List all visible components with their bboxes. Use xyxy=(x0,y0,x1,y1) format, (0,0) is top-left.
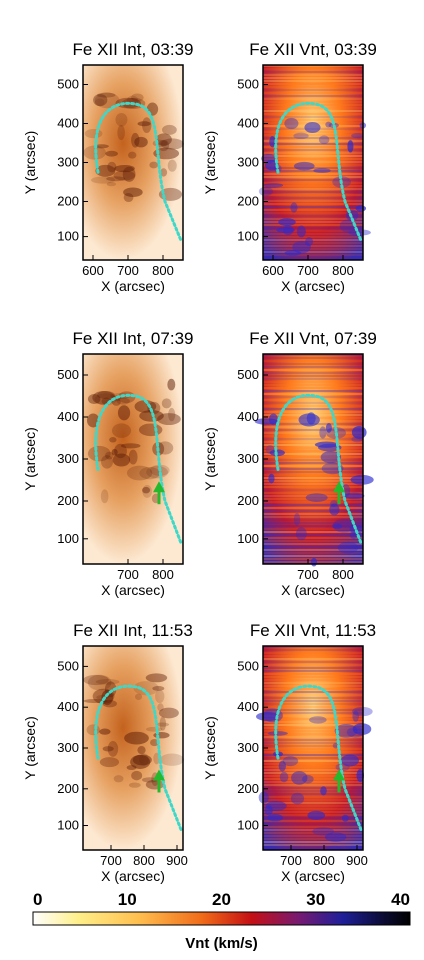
panel-4: Fe XII Vnt, 07:39 500 400 300 200 100 700 800X … xyxy=(202,329,377,598)
loop-overlay xyxy=(94,684,183,832)
y-tick-label: 100 xyxy=(57,818,79,833)
y-tick-label: 200 xyxy=(237,194,259,209)
y-tick-label: 500 xyxy=(57,658,79,673)
loop-overlay xyxy=(274,684,363,832)
x-tick-label: 900 xyxy=(166,853,188,868)
colorbar-tick-label: 40 xyxy=(391,890,410,909)
y-tick-label: 100 xyxy=(57,531,79,546)
panel-title: Fe XII Int, 11:53 xyxy=(73,621,193,640)
x-axis-label: X (arcsec) xyxy=(101,868,165,884)
colorbar-tick-label: 20 xyxy=(212,890,231,909)
map-texture xyxy=(255,646,373,851)
y-tick-label: 500 xyxy=(57,367,79,382)
loop-overlay xyxy=(274,101,363,242)
y-tick-label: 200 xyxy=(57,493,79,508)
x-tick-label: 700 xyxy=(280,853,302,868)
colorbar: 0 10 20 30 40 Vnt (km/s) xyxy=(32,890,411,952)
y-axis-label: Y (arcsec) xyxy=(22,131,38,195)
loop-overlay xyxy=(274,393,363,545)
panel-title: Fe XII Vnt, 11:53 xyxy=(250,621,376,640)
x-tick-label: 800 xyxy=(332,263,354,278)
panel-3: Fe XII Int, 07:39 500 400 300 200 100 700 800X … xyxy=(22,329,193,598)
y-tick-label: 200 xyxy=(237,493,259,508)
x-tick-label: 900 xyxy=(346,853,368,868)
x-axis-label: X (arcsec) xyxy=(281,582,345,598)
panel-1: Fe XII Int, 03:39 500 400 300 200 100 600 700 80… xyxy=(22,40,193,294)
y-tick-label: 400 xyxy=(57,116,79,131)
y-tick-label: 400 xyxy=(57,409,79,424)
panel-2: Fe XII Vnt, 03:39 500 400 300 200 100 600 700 80… xyxy=(202,40,377,294)
y-tick-label: 500 xyxy=(57,77,79,92)
y-tick-label: 200 xyxy=(237,781,259,796)
vnt-map xyxy=(263,65,363,260)
arrow-icon xyxy=(153,481,165,505)
loop-overlay xyxy=(94,101,183,242)
colorbar-tick-label: 0 xyxy=(33,890,42,909)
y-tick-label: 100 xyxy=(237,229,259,244)
y-tick-label: 400 xyxy=(237,116,259,131)
y-axis-label: Y (arcsec) xyxy=(22,427,38,491)
y-axis-label: Y (arcsec) xyxy=(202,131,218,195)
x-tick-label: 700 xyxy=(297,263,319,278)
arrow-icon xyxy=(333,481,345,505)
colorbar-gradient xyxy=(32,911,411,926)
y-tick-label: 100 xyxy=(57,229,79,244)
y-tick-label: 300 xyxy=(237,155,259,170)
y-axis-label: Y (arcsec) xyxy=(22,716,38,780)
x-axis-label: X (arcsec) xyxy=(101,582,165,598)
x-tick-label: 800 xyxy=(152,567,174,582)
panel-title: Fe XII Vnt, 03:39 xyxy=(249,40,377,59)
y-tick-label: 400 xyxy=(57,699,79,714)
x-axis-label: X (arcsec) xyxy=(281,278,345,294)
y-tick-label: 300 xyxy=(237,451,259,466)
colorbar-label: Vnt (km/s) xyxy=(185,935,258,952)
panel-6: Fe XII Vnt, 11:53 500 400 300 200 100 700 800 90… xyxy=(202,621,376,884)
panel-5: Fe XII Int, 11:53 500 400 300 200 100 700 800 90… xyxy=(22,621,193,884)
y-tick-label: 300 xyxy=(57,740,79,755)
y-tick-label: 400 xyxy=(237,409,259,424)
y-axis-label: Y (arcsec) xyxy=(202,427,218,491)
x-tick-label: 800 xyxy=(313,853,335,868)
arrow-icon xyxy=(153,769,165,793)
x-tick-label: 800 xyxy=(332,567,354,582)
map-texture xyxy=(83,92,184,203)
x-tick-label: 700 xyxy=(117,567,139,582)
intensity-map xyxy=(83,646,183,850)
intensity-map xyxy=(83,65,183,260)
y-tick-label: 300 xyxy=(57,155,79,170)
y-tick-label: 100 xyxy=(237,818,259,833)
y-tick-label: 100 xyxy=(237,531,259,546)
colorbar-tick-label: 30 xyxy=(306,890,325,909)
x-tick-label: 600 xyxy=(82,263,104,278)
y-tick-label: 300 xyxy=(237,740,259,755)
y-tick-label: 400 xyxy=(237,699,259,714)
x-tick-label: 800 xyxy=(133,853,155,868)
y-tick-label: 200 xyxy=(57,781,79,796)
x-tick-label: 800 xyxy=(152,263,174,278)
x-tick-label: 700 xyxy=(297,567,319,582)
y-tick-label: 300 xyxy=(57,451,79,466)
y-tick-label: 500 xyxy=(237,658,259,673)
x-tick-label: 700 xyxy=(117,263,139,278)
colorbar-tick-label: 10 xyxy=(118,890,137,909)
vnt-map xyxy=(263,354,363,564)
x-tick-label: 700 xyxy=(100,853,122,868)
y-tick-label: 500 xyxy=(237,367,259,382)
y-tick-label: 500 xyxy=(237,77,259,92)
y-tick-label: 200 xyxy=(57,194,79,209)
arrow-icon xyxy=(333,769,345,793)
x-axis-label: X (arcsec) xyxy=(281,868,345,884)
x-tick-label: 600 xyxy=(262,263,284,278)
panel-title: Fe XII Int, 03:39 xyxy=(73,40,194,59)
panel-title: Fe XII Int, 07:39 xyxy=(73,329,194,348)
map-texture xyxy=(254,354,374,567)
y-axis-label: Y (arcsec) xyxy=(202,716,218,780)
intensity-map xyxy=(83,354,183,564)
x-axis-label: X (arcsec) xyxy=(101,278,165,294)
panel-title: Fe XII Vnt, 07:39 xyxy=(249,329,377,348)
loop-overlay xyxy=(94,393,183,545)
